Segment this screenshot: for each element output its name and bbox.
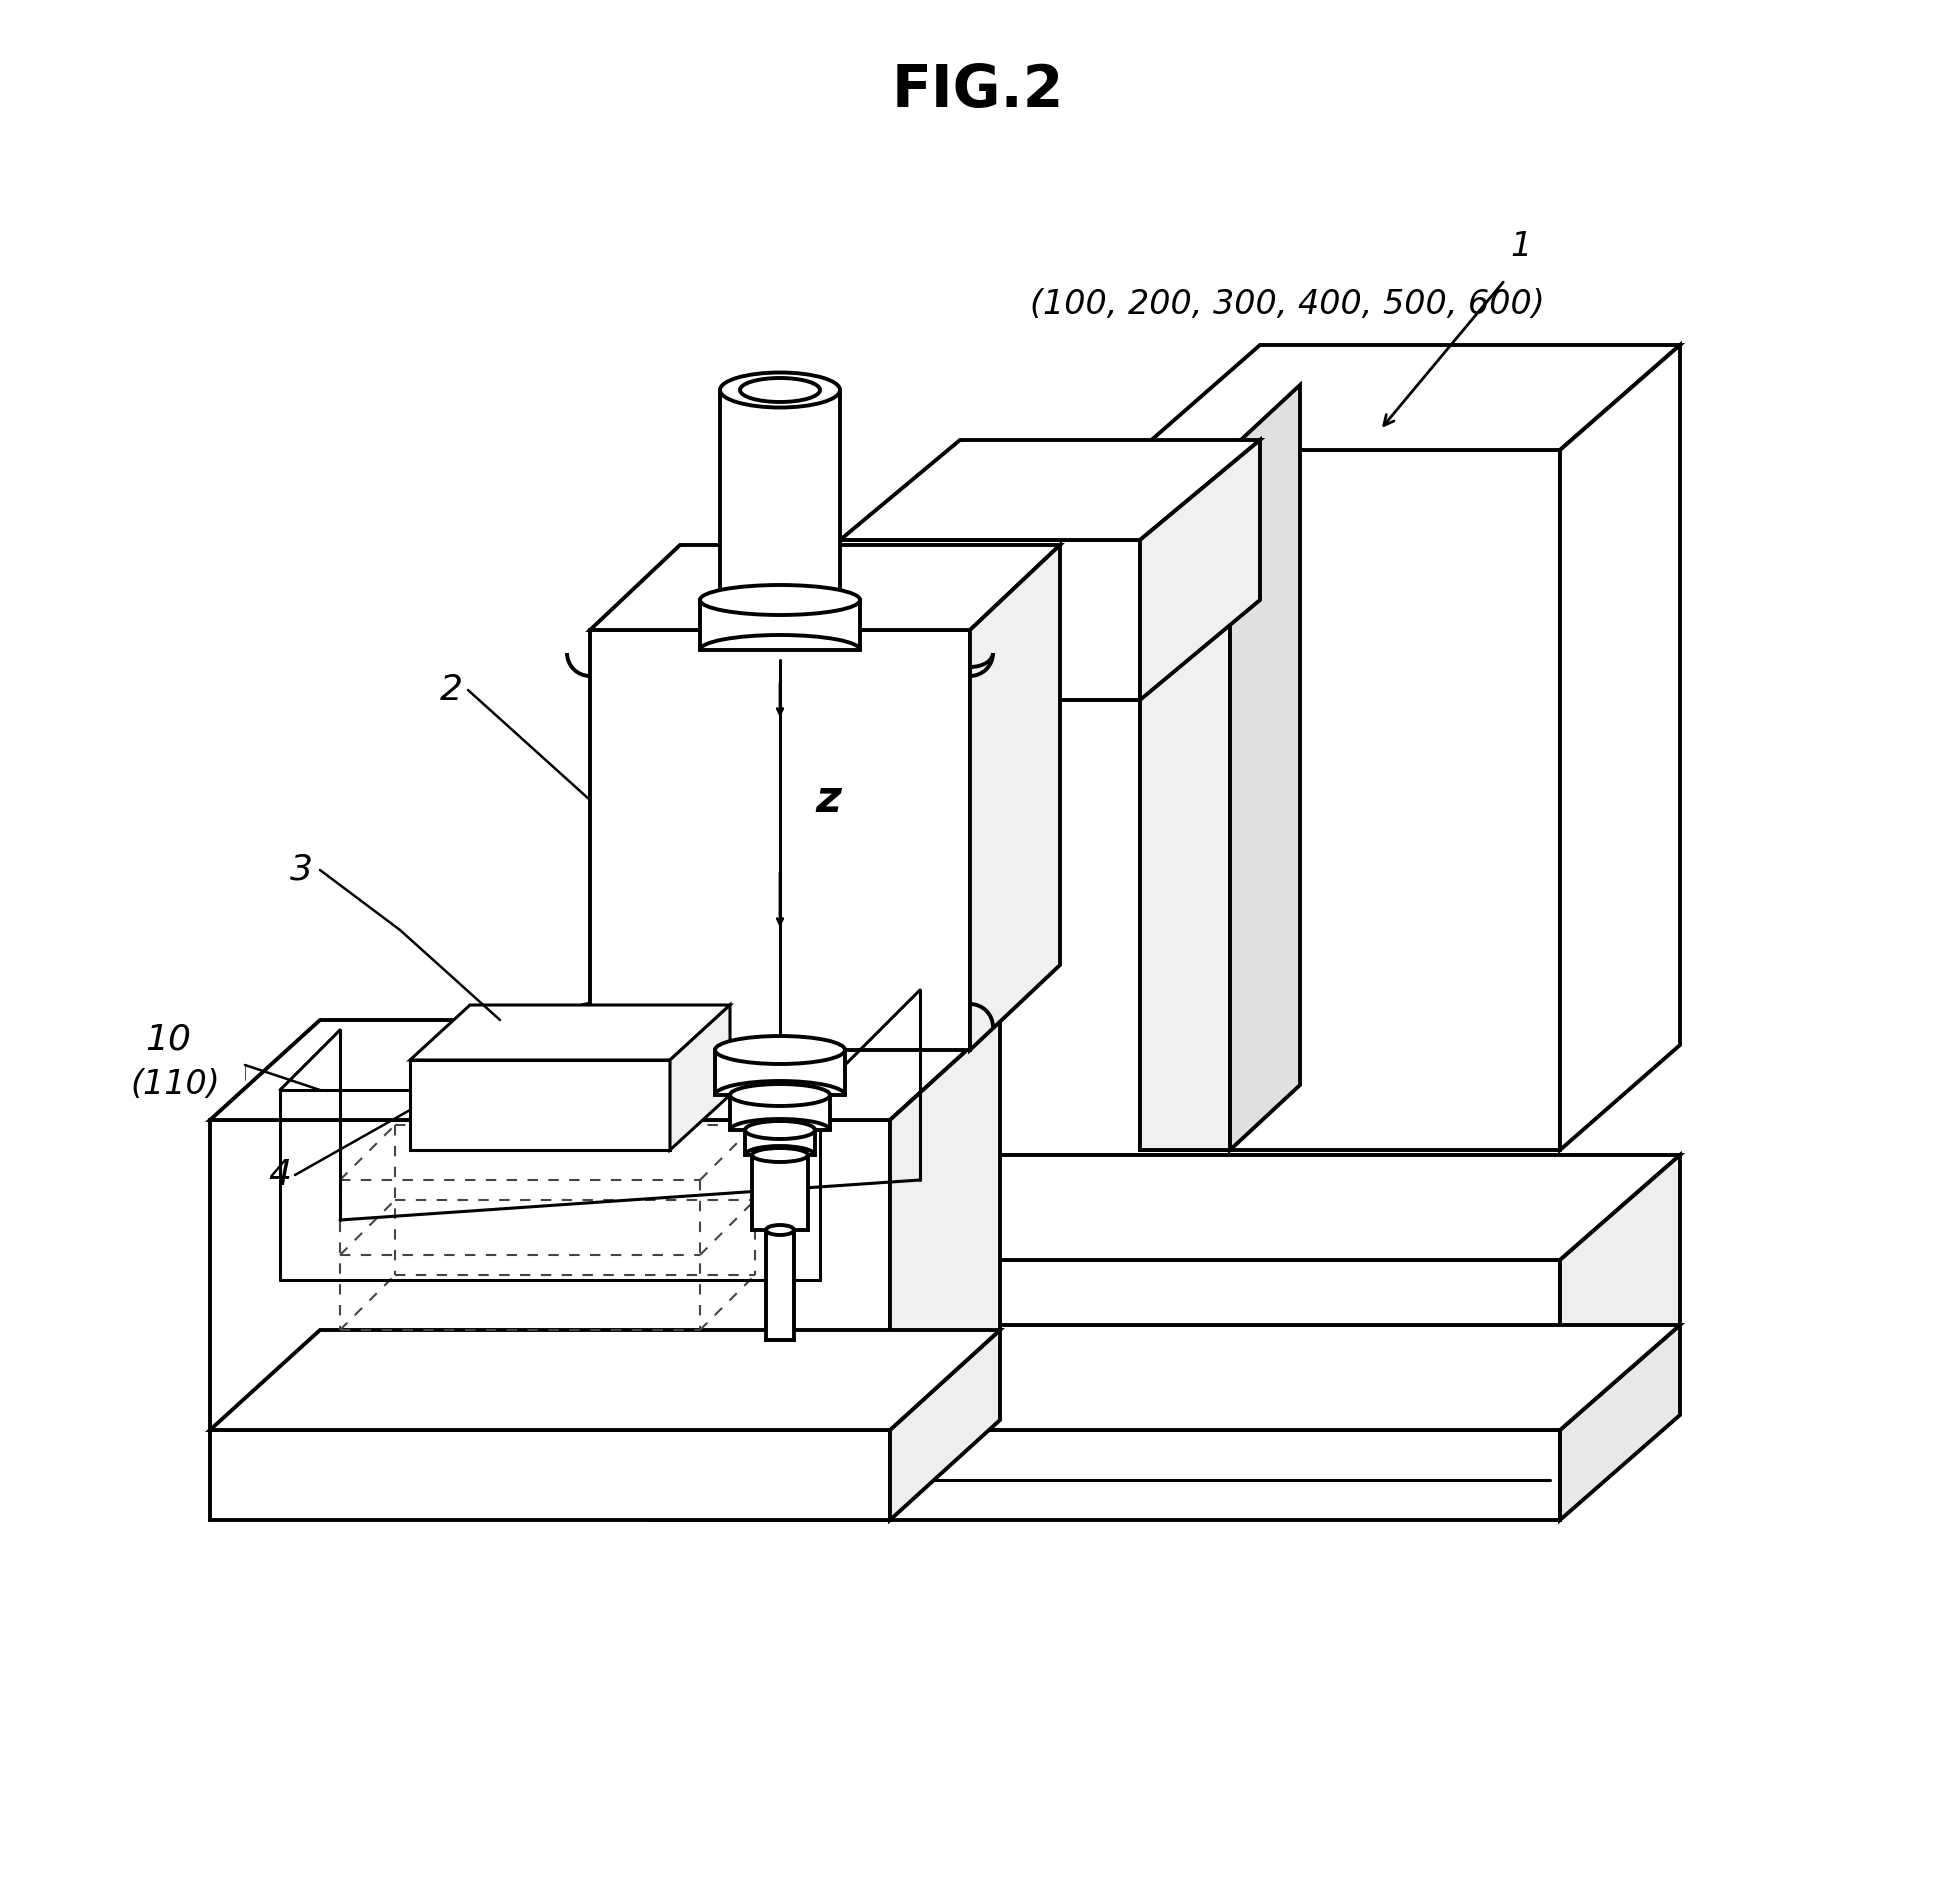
Polygon shape	[971, 546, 1061, 1050]
Ellipse shape	[730, 1084, 830, 1106]
Text: 1: 1	[1511, 230, 1530, 262]
Polygon shape	[751, 1155, 808, 1229]
Polygon shape	[589, 546, 1061, 631]
Ellipse shape	[751, 1148, 808, 1161]
Text: 4: 4	[268, 1157, 292, 1191]
Polygon shape	[1560, 1325, 1679, 1520]
Polygon shape	[209, 1020, 1000, 1120]
Polygon shape	[701, 600, 859, 649]
Ellipse shape	[714, 1037, 845, 1065]
Polygon shape	[209, 1120, 890, 1429]
Ellipse shape	[720, 372, 840, 408]
Polygon shape	[890, 1020, 1000, 1429]
Text: z: z	[814, 778, 842, 821]
Polygon shape	[209, 1329, 1000, 1429]
Polygon shape	[714, 1050, 845, 1095]
Polygon shape	[701, 1259, 1560, 1429]
Text: 2: 2	[440, 672, 464, 706]
Polygon shape	[1560, 1155, 1679, 1429]
Polygon shape	[1141, 449, 1231, 1150]
Polygon shape	[720, 391, 840, 640]
Polygon shape	[650, 1325, 1679, 1429]
Polygon shape	[701, 1155, 1679, 1259]
Text: FIG.2: FIG.2	[892, 62, 1065, 119]
Polygon shape	[1141, 440, 1260, 700]
Polygon shape	[1560, 346, 1679, 1150]
Polygon shape	[746, 1131, 814, 1155]
Text: (110): (110)	[129, 1069, 219, 1101]
Polygon shape	[765, 1229, 795, 1340]
Ellipse shape	[746, 1121, 814, 1138]
Polygon shape	[589, 631, 971, 1050]
Polygon shape	[840, 440, 1260, 540]
Polygon shape	[890, 1329, 1000, 1520]
Polygon shape	[1141, 449, 1560, 1150]
Polygon shape	[650, 1429, 1560, 1520]
Text: (100, 200, 300, 400, 500, 600): (100, 200, 300, 400, 500, 600)	[1029, 289, 1544, 321]
Polygon shape	[411, 1004, 730, 1059]
Ellipse shape	[740, 378, 820, 402]
Polygon shape	[730, 1095, 830, 1131]
Text: 3: 3	[290, 853, 313, 887]
Polygon shape	[209, 1429, 890, 1520]
Ellipse shape	[765, 1225, 795, 1235]
Polygon shape	[411, 1059, 669, 1150]
Polygon shape	[1141, 346, 1679, 449]
Ellipse shape	[701, 585, 859, 615]
Polygon shape	[1231, 385, 1299, 1150]
Polygon shape	[669, 1004, 730, 1150]
Text: 10: 10	[145, 1023, 192, 1057]
Polygon shape	[840, 540, 1141, 700]
